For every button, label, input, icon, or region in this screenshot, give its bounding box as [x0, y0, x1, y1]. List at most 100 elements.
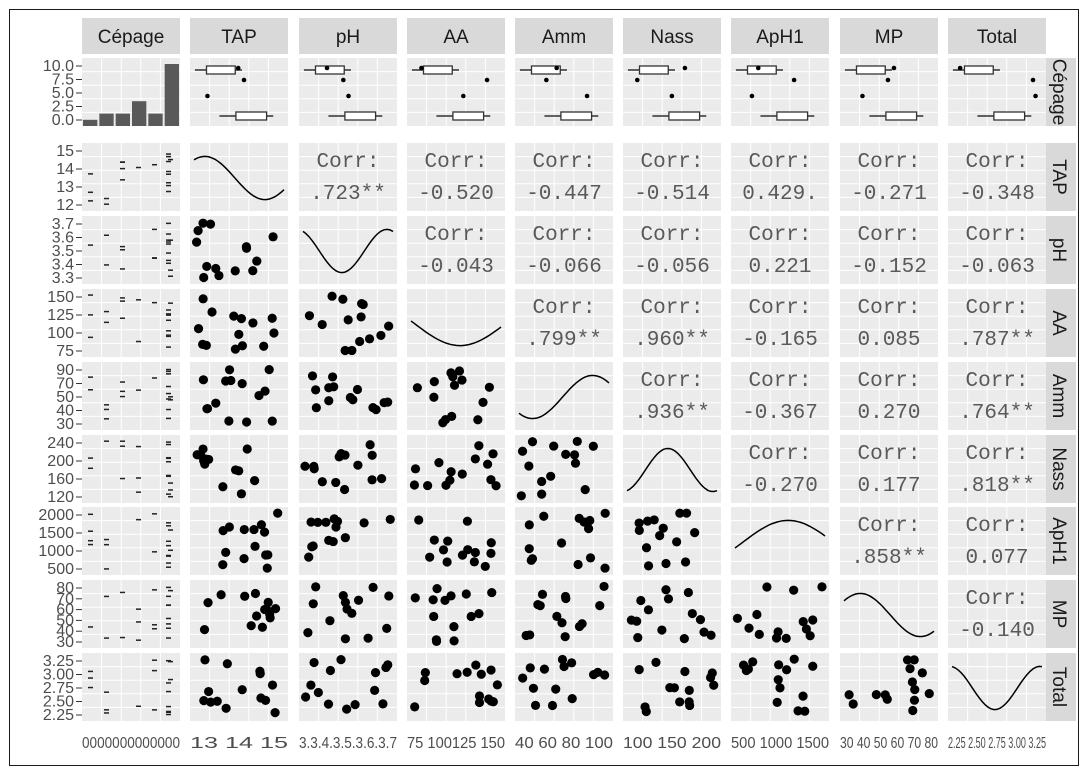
scatter-point	[420, 675, 430, 686]
panel-amm-ph	[299, 362, 397, 430]
panel-tap-total: Corr: -0.348	[948, 143, 1046, 211]
y-tick-label: 3.4	[52, 257, 74, 274]
panel-background	[515, 143, 613, 211]
scatter-point	[585, 553, 596, 563]
scatter-point	[193, 226, 203, 236]
boxplot-outlier	[461, 93, 466, 99]
column-label-tap: TAP	[221, 27, 257, 48]
scatter-point	[317, 319, 327, 330]
y-tick-label: 3.25	[43, 653, 74, 670]
y-tick-label: 2000	[38, 507, 74, 524]
panel-background	[82, 143, 180, 211]
panel-background	[948, 435, 1046, 503]
corr-label: Corr:	[640, 151, 703, 174]
scatter-point	[239, 524, 249, 535]
scatter-point	[762, 582, 772, 592]
scatter-point	[383, 660, 393, 670]
y-tick-label: 3.7	[52, 216, 74, 233]
scatter-point	[420, 668, 430, 678]
panel-tap-nass: Corr: -0.514	[623, 143, 721, 211]
corr-label: Corr:	[857, 151, 920, 174]
scatter-point	[658, 523, 668, 533]
scatter-point	[262, 605, 272, 615]
corr-value: 0.270	[857, 402, 920, 425]
panel-background	[623, 507, 721, 575]
scatter-point	[808, 615, 818, 625]
scatter-point	[487, 587, 497, 598]
scatter-point	[484, 382, 494, 392]
scatter-point	[270, 708, 280, 718]
scatter-point	[907, 677, 918, 687]
scatter-point	[655, 531, 665, 541]
panel-cepage-nass	[623, 58, 721, 126]
scatter-point	[772, 697, 782, 707]
cepage-bar	[132, 101, 147, 126]
panel-background	[948, 143, 1046, 211]
y-tick-label: 10.0	[43, 58, 74, 75]
boxplot-box	[235, 111, 268, 121]
scatter-point	[524, 520, 534, 530]
row-strip-aph1	[1042, 507, 1076, 575]
y-tick-label: 3.3	[52, 270, 74, 287]
scatter-point	[469, 557, 479, 567]
scatter-point	[486, 475, 496, 485]
scatter-point	[329, 514, 339, 524]
y-tick-label: 2.50	[43, 694, 74, 711]
panel-background	[190, 143, 288, 211]
scatter-point	[239, 554, 249, 564]
cepage-bar	[83, 119, 98, 126]
scatter-point	[473, 415, 483, 425]
scatter-point	[356, 312, 366, 322]
panel-aa-tap	[190, 289, 288, 357]
panel-aph1-cepage	[82, 507, 180, 575]
panel-background	[731, 362, 829, 430]
y-tick-label: 240	[47, 435, 74, 452]
scatter-point	[743, 664, 753, 674]
scatter-point	[328, 536, 338, 547]
panel-background	[82, 216, 180, 284]
corr-value: 0.077	[965, 547, 1028, 570]
scatter-point	[626, 615, 636, 625]
panel-nass-ph	[299, 435, 397, 503]
boxplot-outlier	[346, 93, 351, 99]
scatter-point	[636, 595, 646, 606]
scatter-point	[744, 623, 754, 633]
scatter-point	[432, 584, 442, 594]
scatter-point	[206, 697, 216, 707]
panel-background	[82, 58, 180, 126]
scatter-point	[334, 452, 344, 462]
scatter-point	[221, 703, 231, 713]
column-strip-aa	[407, 18, 505, 54]
panel-background	[623, 289, 721, 357]
scatter-point	[561, 449, 571, 459]
panel-aa-cepage	[82, 289, 180, 357]
corr-label: Corr:	[857, 515, 920, 538]
scatter-point	[438, 418, 448, 428]
corr-label: Corr:	[965, 297, 1028, 320]
scatter-point	[871, 690, 881, 700]
scatter-point	[384, 591, 394, 601]
panel-background	[407, 143, 505, 211]
column-strip-total	[948, 18, 1046, 54]
scatter-point	[446, 467, 456, 477]
scatter-point	[434, 458, 444, 468]
scatter-point	[488, 449, 498, 459]
panel-background	[731, 507, 829, 575]
scatter-point	[801, 624, 811, 634]
column-strip-mp	[840, 18, 938, 54]
panel-cepage-tap	[190, 58, 288, 126]
x-tick-label: 2.25 2.50 2.75 3.00 3.25	[948, 735, 1046, 752]
y-tick-label: 0.0	[52, 112, 74, 129]
scatter-point	[214, 270, 224, 281]
panel-total-cepage	[82, 653, 180, 721]
row-strip-tap	[1042, 143, 1076, 211]
panel-background	[82, 362, 180, 430]
scatter-point	[663, 594, 674, 604]
scatter-point	[684, 685, 694, 695]
boxplot-outlier	[341, 77, 346, 83]
scatter-point	[198, 294, 208, 304]
panel-cepage-aa	[407, 58, 505, 126]
corr-label: Corr:	[857, 443, 920, 466]
corr-value: .723**	[310, 183, 386, 206]
scatter-point	[376, 330, 386, 341]
